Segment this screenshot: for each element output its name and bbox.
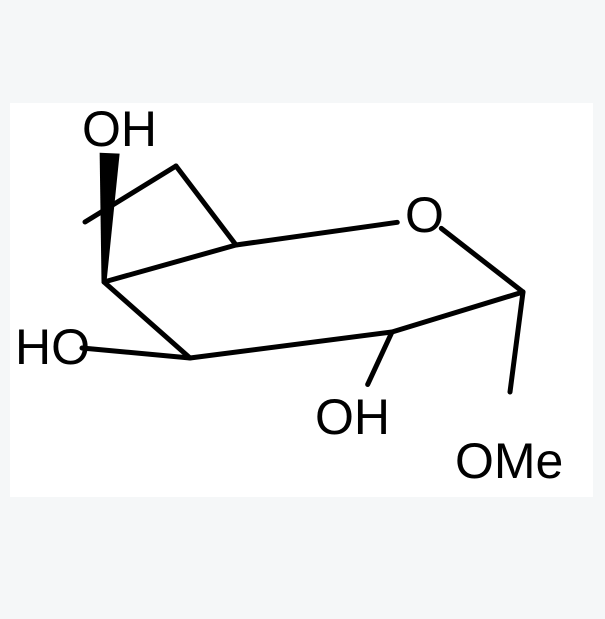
bond-line — [190, 332, 392, 358]
bond-line — [104, 245, 236, 282]
bond-line — [85, 166, 176, 222]
hydroxyl-3-label: HO — [15, 318, 90, 376]
bond-line — [510, 292, 523, 392]
bond-line — [368, 332, 392, 384]
bond-layer — [0, 0, 605, 619]
bond-line — [176, 166, 236, 245]
bond-line — [441, 228, 523, 292]
bond-line — [104, 282, 190, 358]
diagram-canvas: O OH HO OH OMe — [0, 0, 605, 619]
hydroxyl-4-label: OH — [82, 100, 157, 158]
bond-line — [82, 348, 190, 358]
bond-line — [392, 292, 523, 332]
bond-line — [236, 222, 397, 245]
ring-oxygen-label: O — [405, 186, 444, 244]
bond-wedge — [100, 153, 120, 282]
hydroxyl-2-label: OH — [315, 388, 390, 446]
methoxy-label: OMe — [455, 432, 563, 490]
